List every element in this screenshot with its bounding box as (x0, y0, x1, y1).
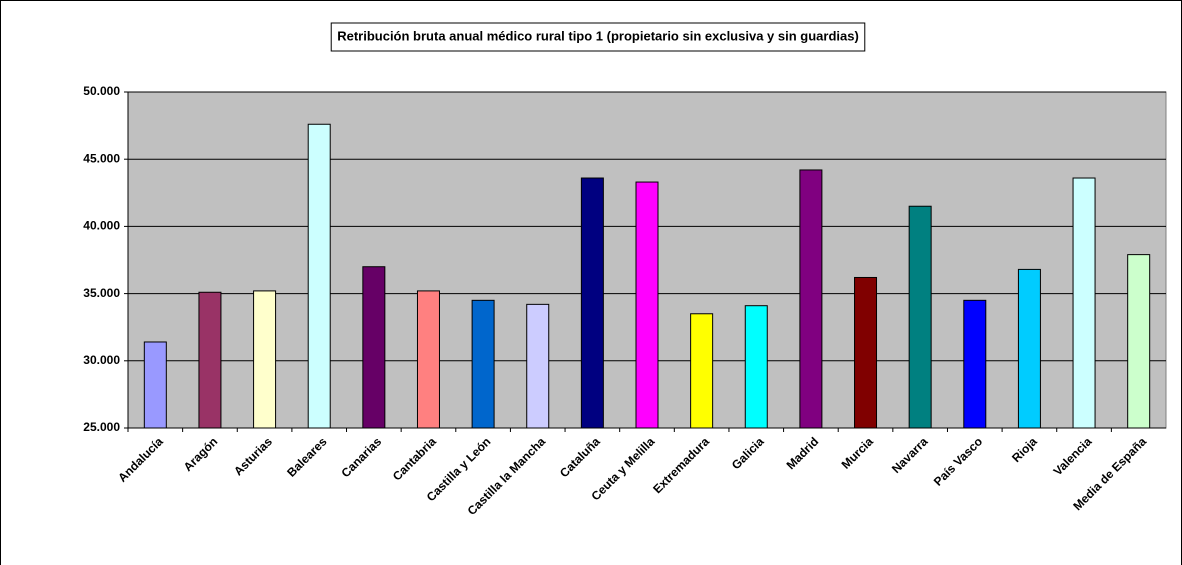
bar (963, 299, 987, 429)
y-tick-label: 40.000 (83, 219, 120, 233)
bar (1017, 268, 1041, 429)
bar (635, 181, 659, 429)
bar (307, 123, 331, 429)
bar (471, 299, 495, 429)
bar (854, 276, 878, 429)
bar (799, 169, 823, 429)
y-tick-label: 25.000 (83, 420, 120, 434)
bar (1127, 254, 1151, 429)
bar (690, 313, 714, 429)
bar (744, 305, 768, 429)
bar (198, 291, 222, 429)
bar (253, 290, 277, 429)
bar (416, 290, 440, 429)
bar (908, 205, 932, 429)
chart-title: Retribución bruta anual médico rural tip… (337, 28, 859, 43)
y-tick-label: 50.000 (83, 84, 120, 98)
y-tick-label: 35.000 (83, 286, 120, 300)
bar (362, 266, 386, 429)
bar (143, 341, 167, 429)
bar (1072, 177, 1096, 429)
title-box (330, 22, 866, 52)
bar (526, 303, 550, 429)
y-tick-label: 30.000 (83, 353, 120, 367)
bar (580, 177, 604, 429)
y-tick-label: 45.000 (83, 151, 120, 165)
